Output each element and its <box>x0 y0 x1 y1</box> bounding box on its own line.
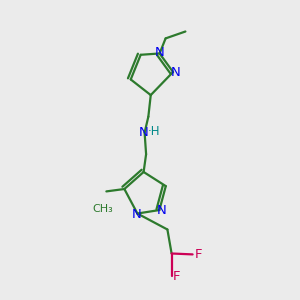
Text: F: F <box>173 269 181 283</box>
Text: N: N <box>171 66 180 79</box>
Text: ·H: ·H <box>147 125 160 138</box>
Text: F: F <box>194 248 202 261</box>
Text: N: N <box>157 203 167 217</box>
Text: N: N <box>155 46 164 59</box>
Text: N: N <box>131 208 141 221</box>
Text: CH₃: CH₃ <box>92 203 113 214</box>
Text: N: N <box>139 125 149 139</box>
